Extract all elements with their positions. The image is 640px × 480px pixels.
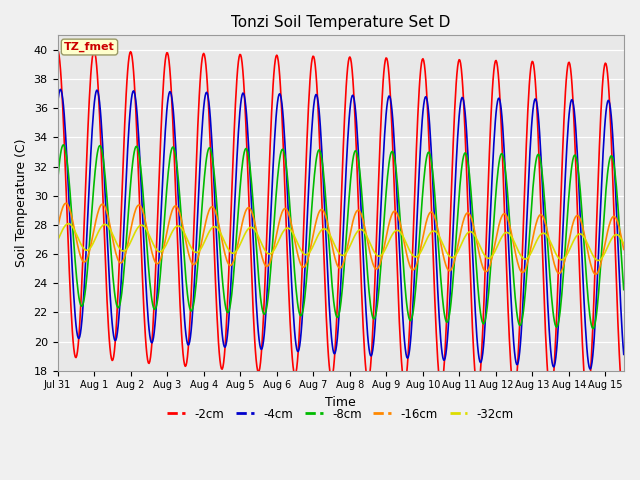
Text: TZ_fmet: TZ_fmet bbox=[64, 42, 115, 52]
Title: Tonzi Soil Temperature Set D: Tonzi Soil Temperature Set D bbox=[231, 15, 451, 30]
Y-axis label: Soil Temperature (C): Soil Temperature (C) bbox=[15, 139, 28, 267]
Legend: -2cm, -4cm, -8cm, -16cm, -32cm: -2cm, -4cm, -8cm, -16cm, -32cm bbox=[163, 403, 518, 425]
X-axis label: Time: Time bbox=[325, 396, 356, 409]
